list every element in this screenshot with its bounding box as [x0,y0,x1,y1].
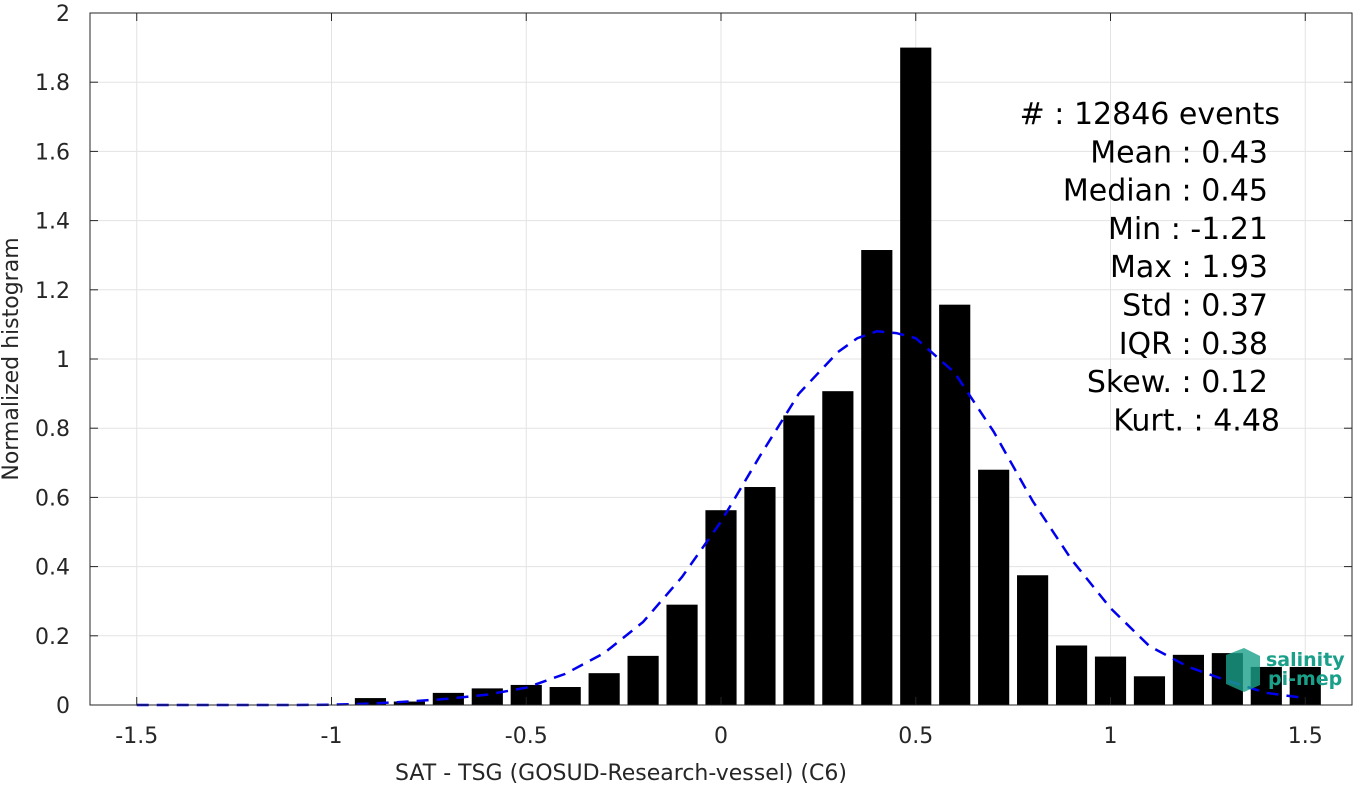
y-tick-label: 1.4 [35,210,70,235]
histogram-bar [783,415,815,705]
logo-text-line1: salinity [1266,649,1345,671]
histogram-bar [822,391,854,705]
histogram-bar [627,655,659,705]
histogram-bar [1017,575,1049,705]
y-axis-label: Normalized histogram [0,237,24,480]
x-tick-label: 0.5 [898,724,933,749]
histogram-bar [471,688,503,705]
histogram-bar [705,510,737,705]
x-tick-label: 1.5 [1288,724,1323,749]
stat-line: IQR : 0.38 [1119,327,1268,362]
y-tick-label: 0.2 [35,625,70,650]
salinity-pimep-logo: salinity pi-mep [1226,648,1345,692]
histogram-bar [393,701,425,705]
y-tick-label: 1.8 [35,71,70,96]
stat-line: Min : -1.21 [1108,212,1268,247]
y-tick-label: 0.8 [35,417,70,442]
histogram-bar [354,698,387,705]
x-axis-ticks: -1.5 -1 -0.5 0 0.5 1 1.5 [115,13,1323,749]
y-tick-label: 1 [56,348,70,373]
stat-line: # : 12846 events [1020,97,1280,132]
y-tick-label: 0 [56,694,70,719]
histogram-bar [978,469,1010,705]
stat-line: Std : 0.37 [1122,289,1268,324]
fit-curve [136,330,1306,707]
x-tick-label: -1.5 [115,724,158,749]
logo-text-line2: pi-mep [1268,668,1342,690]
histogram-bar [1172,654,1204,705]
x-axis-label: SAT - TSG (GOSUD-Research-vessel) (C6) [395,761,847,785]
histogram-bar [939,304,971,705]
stat-line: Skew. : 0.12 [1087,365,1268,400]
y-tick-label: 1.2 [35,279,70,304]
logo-cube-icon [1226,648,1260,692]
histogram-bar [588,673,620,705]
histogram-bar [666,604,698,705]
histogram-bar [1094,656,1127,705]
histogram-bar [1055,645,1088,705]
histogram-bar [1133,676,1166,705]
histogram-bar [861,250,893,705]
histogram-bar [744,487,776,705]
histogram-bar [549,687,581,705]
histogram-bar [900,47,932,706]
y-tick-label: 0.6 [35,486,70,511]
y-tick-label: 0.4 [35,556,70,581]
stat-line: Median : 0.45 [1063,174,1268,209]
y-tick-label: 1.6 [35,140,70,165]
stat-line: Kurt. : 4.48 [1113,403,1280,438]
x-tick-label: 1 [1104,724,1118,749]
stat-line: Mean : 0.43 [1090,135,1268,170]
y-axis-ticks: 0 0.2 0.4 0.6 0.8 1 1.2 1.4 1.6 1.8 2 [35,2,1352,719]
x-tick-label: 0 [714,724,728,749]
x-tick-label: -0.5 [505,724,548,749]
x-tick-label: -1 [321,724,343,749]
stat-line: Max : 1.93 [1110,250,1268,285]
y-tick-label: 2 [56,2,70,27]
